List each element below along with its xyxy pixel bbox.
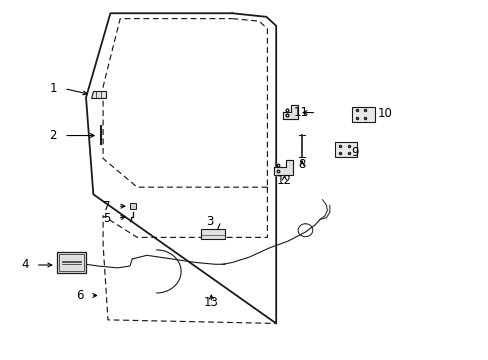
Text: 10: 10 bbox=[377, 107, 392, 120]
Text: 4: 4 bbox=[21, 258, 28, 271]
Text: 13: 13 bbox=[203, 296, 218, 309]
Text: 6: 6 bbox=[76, 289, 83, 302]
Polygon shape bbox=[282, 105, 298, 119]
Text: 9: 9 bbox=[350, 145, 358, 158]
Text: 5: 5 bbox=[103, 212, 110, 225]
Text: 7: 7 bbox=[102, 200, 110, 213]
Bar bbox=[351, 107, 374, 122]
Bar bbox=[334, 141, 356, 157]
Text: 12: 12 bbox=[276, 174, 291, 186]
Bar bbox=[59, 253, 83, 271]
Bar bbox=[130, 203, 136, 210]
Bar bbox=[200, 229, 224, 239]
Text: 2: 2 bbox=[49, 129, 57, 142]
Bar bbox=[57, 252, 86, 273]
Polygon shape bbox=[273, 160, 293, 175]
Text: 1: 1 bbox=[49, 82, 57, 95]
Text: 11: 11 bbox=[293, 106, 308, 119]
Text: 3: 3 bbox=[206, 215, 213, 228]
Polygon shape bbox=[91, 91, 105, 98]
Text: 8: 8 bbox=[298, 158, 305, 171]
